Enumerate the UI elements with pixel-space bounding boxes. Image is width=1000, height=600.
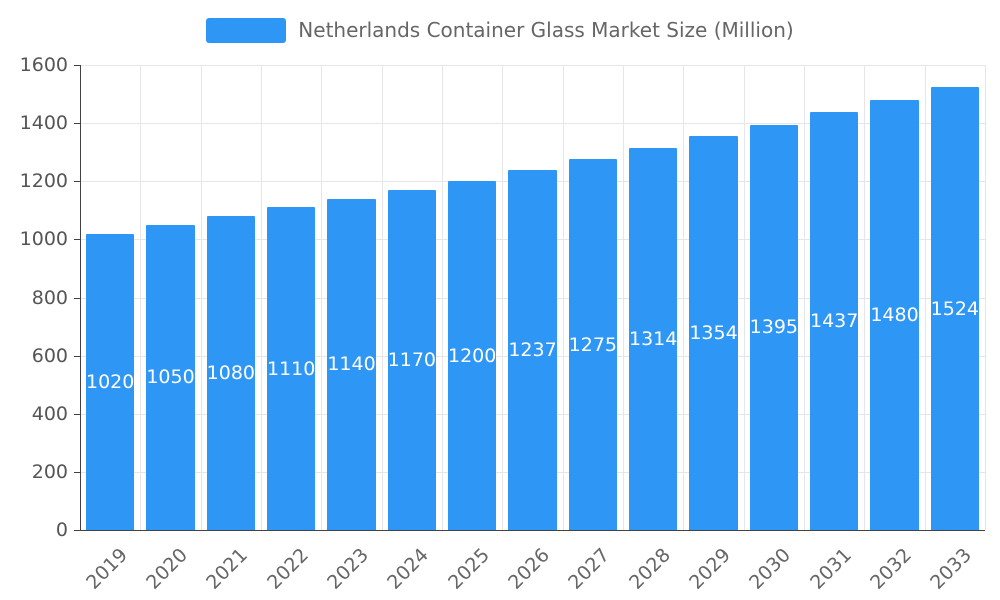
bar-value-label: 1237 <box>508 339 557 362</box>
y-tick <box>74 471 80 473</box>
x-gridline <box>200 65 202 530</box>
y-axis-label: 1400 <box>19 112 68 135</box>
bar-2019[interactable] <box>86 233 135 530</box>
bar-2023[interactable] <box>327 198 376 530</box>
x-gridline <box>261 65 262 530</box>
y-tick <box>74 65 80 66</box>
x-gridline <box>804 65 805 530</box>
chart-legend[interactable]: Netherlands Container Glass Market Size … <box>0 14 1000 46</box>
bar-2027[interactable] <box>568 159 617 530</box>
x-axis-label: 2030 <box>745 544 796 594</box>
x-gridline <box>623 65 624 530</box>
x-gridline <box>743 65 745 530</box>
bar-2031[interactable] <box>810 112 859 530</box>
x-axis-label: 2022 <box>262 544 313 594</box>
y-axis-label: 800 <box>31 286 68 309</box>
bar-value-label: 1314 <box>628 328 678 351</box>
legend-swatch <box>206 17 287 43</box>
bar-value-label: 1480 <box>870 303 919 326</box>
x-gridline <box>985 65 986 530</box>
x-gridline <box>140 65 142 530</box>
y-tick <box>74 181 80 183</box>
x-axis-label: 2021 <box>202 544 253 594</box>
bar-2026[interactable] <box>508 170 557 530</box>
x-axis-label: 2023 <box>323 544 374 594</box>
x-axis-label: 2024 <box>383 544 434 594</box>
bar-2022[interactable] <box>267 207 316 530</box>
bar-value-label: 1395 <box>749 316 798 339</box>
y-tick <box>74 355 80 357</box>
bar-value-label: 1140 <box>327 353 376 376</box>
x-gridline <box>442 65 443 530</box>
x-gridline <box>924 65 926 530</box>
bar-value-label: 1437 <box>809 310 859 333</box>
y-tick <box>74 530 80 531</box>
y-axis-label: 0 <box>55 519 68 541</box>
x-gridline <box>562 65 564 530</box>
y-axis-label: 1600 <box>19 54 68 76</box>
x-gridline <box>502 65 504 530</box>
bar-value-label: 1050 <box>146 366 195 389</box>
x-axis-label: 2028 <box>624 544 675 594</box>
bar-value-label: 1170 <box>387 348 436 371</box>
y-tick <box>74 123 80 125</box>
bar-2028[interactable] <box>629 148 678 530</box>
x-axis-label: 2033 <box>926 544 977 594</box>
bar-value-label: 1200 <box>447 344 497 367</box>
x-axis-label: 2029 <box>685 544 736 594</box>
y-tick <box>74 239 80 241</box>
y-axis-label: 1000 <box>19 228 68 251</box>
bar-2030[interactable] <box>749 124 798 530</box>
x-gridline <box>864 65 866 530</box>
bar-value-label: 1354 <box>689 322 738 345</box>
y-axis-line <box>80 65 81 530</box>
bar-value-label: 1020 <box>85 370 135 393</box>
x-gridline <box>381 65 383 530</box>
x-axis-label: 2032 <box>866 544 917 594</box>
bar-value-label: 1080 <box>206 362 255 385</box>
bar-value-label: 1110 <box>266 357 316 380</box>
bar-2025[interactable] <box>448 181 497 530</box>
x-axis-line <box>80 530 985 531</box>
x-gridline <box>321 65 323 530</box>
bar-2029[interactable] <box>689 136 738 530</box>
bar-2021[interactable] <box>206 216 255 530</box>
y-tick <box>74 413 80 415</box>
y-tick <box>74 297 80 299</box>
y-axis-label: 400 <box>31 402 68 425</box>
bar-2024[interactable] <box>387 189 436 530</box>
bar-2020[interactable] <box>146 224 195 530</box>
y-axis-label: 1200 <box>19 170 68 193</box>
x-axis-label: 2031 <box>805 544 856 594</box>
x-axis-label: 2020 <box>142 544 193 594</box>
x-axis-label: 2026 <box>504 544 555 594</box>
x-axis-label: 2025 <box>443 544 494 594</box>
legend-label: Netherlands Container Glass Market Size … <box>298 18 794 42</box>
y-axis-label: 200 <box>31 460 68 483</box>
y-axis-label: 600 <box>31 344 68 367</box>
x-axis-label: 2027 <box>564 544 615 594</box>
y-gridline <box>80 123 985 125</box>
bar-2033[interactable] <box>930 87 979 530</box>
x-axis-label: 2019 <box>81 544 132 594</box>
x-gridline <box>683 65 685 530</box>
y-gridline <box>80 65 985 66</box>
bar-value-label: 1524 <box>930 297 979 320</box>
bar-value-label: 1275 <box>568 333 617 356</box>
bar-2032[interactable] <box>870 99 919 530</box>
